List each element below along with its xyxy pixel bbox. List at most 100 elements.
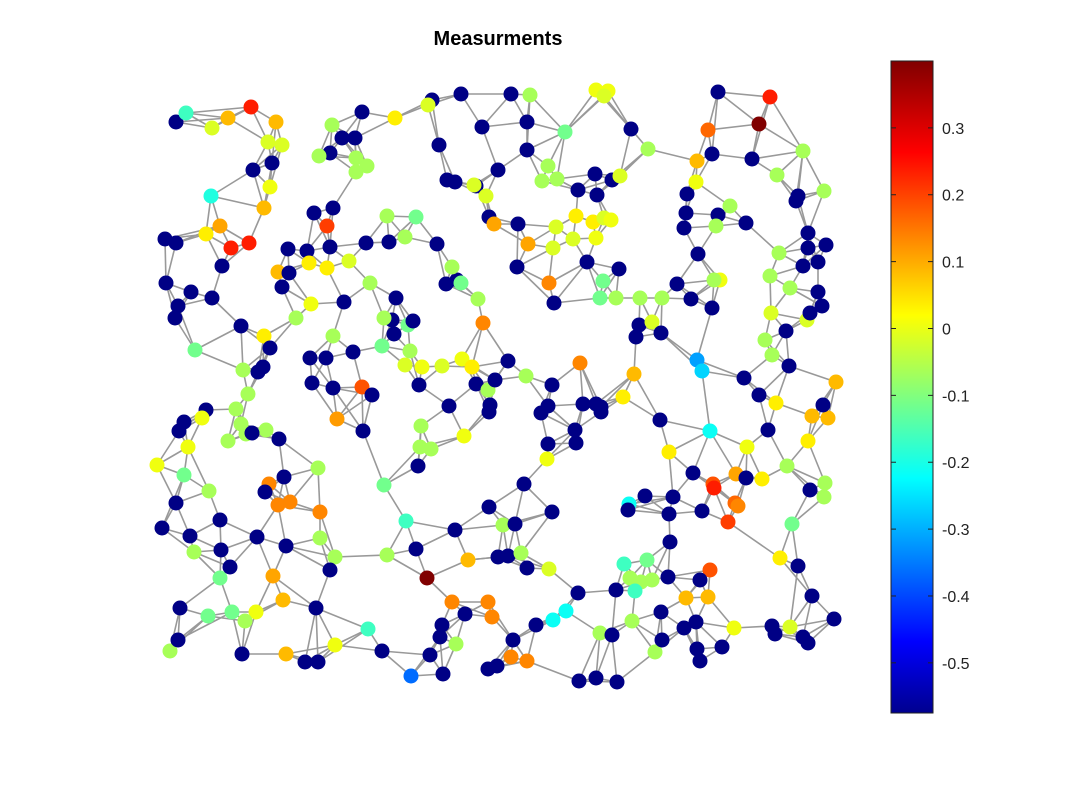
graph-node bbox=[627, 583, 643, 599]
graph-edge bbox=[482, 322, 509, 362]
graph-node bbox=[708, 218, 724, 234]
graph-edge bbox=[802, 150, 825, 192]
graph-node bbox=[170, 632, 186, 648]
graph-edge bbox=[520, 511, 553, 554]
graph-node bbox=[348, 150, 364, 166]
graph-node bbox=[544, 504, 560, 520]
graph-node bbox=[804, 588, 820, 604]
graph-node bbox=[767, 626, 783, 642]
graph-node bbox=[644, 572, 660, 588]
graph-node bbox=[702, 562, 718, 578]
graph-node bbox=[388, 290, 404, 306]
graph-node bbox=[478, 188, 494, 204]
graph-edge bbox=[696, 307, 713, 361]
graph-node bbox=[702, 423, 718, 439]
graph-edge bbox=[471, 322, 484, 368]
graph-node bbox=[592, 625, 608, 641]
graph-node bbox=[689, 153, 705, 169]
graph-node bbox=[178, 105, 194, 121]
graph-edge bbox=[210, 169, 254, 197]
graph-node bbox=[422, 647, 438, 663]
graph-node bbox=[751, 116, 767, 132]
chart-title: Measurments bbox=[433, 28, 563, 50]
graph-node bbox=[235, 362, 251, 378]
graph-edge bbox=[386, 554, 428, 579]
graph-node bbox=[414, 359, 430, 375]
graph-node bbox=[413, 418, 429, 434]
graph-node bbox=[310, 460, 326, 476]
graph-node bbox=[481, 404, 497, 420]
graph-node bbox=[548, 219, 564, 235]
graph-node bbox=[549, 171, 565, 187]
colorbar-tick-label: 0.1 bbox=[942, 255, 964, 272]
graph-node bbox=[336, 294, 352, 310]
graph-node bbox=[379, 208, 395, 224]
graph-node bbox=[706, 480, 722, 496]
graph-node bbox=[360, 621, 376, 637]
graph-edge bbox=[769, 96, 804, 152]
graph-node bbox=[186, 544, 202, 560]
graph-edge bbox=[194, 325, 242, 351]
graph-node bbox=[250, 364, 266, 380]
graph-node bbox=[558, 603, 574, 619]
graph-edge bbox=[553, 261, 588, 304]
graph-edge bbox=[564, 89, 597, 133]
graph-edge bbox=[481, 126, 499, 171]
graph-node bbox=[154, 520, 170, 536]
graph-node bbox=[637, 488, 653, 504]
graph-node bbox=[654, 290, 670, 306]
graph-node bbox=[804, 408, 820, 424]
graph-node bbox=[688, 614, 704, 630]
graph-node bbox=[243, 99, 259, 115]
graph-node bbox=[248, 604, 264, 620]
graph-node bbox=[262, 179, 278, 195]
graph-node bbox=[204, 120, 220, 136]
graph-edge bbox=[381, 650, 431, 656]
graph-edge bbox=[717, 91, 771, 98]
graph-node bbox=[631, 317, 647, 333]
graph-node bbox=[176, 414, 192, 430]
graph-node bbox=[386, 326, 402, 342]
graph-node bbox=[692, 572, 708, 588]
graph-node bbox=[503, 649, 519, 665]
graph-node bbox=[434, 358, 450, 374]
graph-node bbox=[324, 117, 340, 133]
graph-node bbox=[257, 484, 273, 500]
graph-node bbox=[268, 114, 284, 130]
graph-node bbox=[690, 246, 706, 262]
graph-node bbox=[500, 548, 516, 564]
graph-node bbox=[816, 489, 832, 505]
graph-node bbox=[495, 517, 511, 533]
graph-node bbox=[258, 422, 274, 438]
graph-edge bbox=[194, 349, 244, 371]
graph-node bbox=[237, 613, 253, 629]
graph-node bbox=[570, 585, 586, 601]
graph-node bbox=[345, 344, 361, 360]
graph-node bbox=[158, 275, 174, 291]
graph-node bbox=[541, 275, 557, 291]
graph-node bbox=[608, 290, 624, 306]
graph-node bbox=[688, 174, 704, 190]
graph-node bbox=[481, 499, 497, 515]
graph-edge bbox=[529, 94, 566, 133]
graph-node bbox=[608, 582, 624, 598]
graph-node bbox=[167, 310, 183, 326]
graph-node bbox=[223, 240, 239, 256]
graph-edge bbox=[611, 634, 618, 683]
graph-node bbox=[240, 386, 256, 402]
graph-node bbox=[275, 592, 291, 608]
graph-node bbox=[678, 590, 694, 606]
graph-node bbox=[738, 470, 754, 486]
graph-node bbox=[403, 668, 419, 684]
graph-node bbox=[757, 332, 773, 348]
graph-node bbox=[241, 235, 257, 251]
graph-node bbox=[661, 506, 677, 522]
graph-edge bbox=[701, 370, 711, 432]
graph-node bbox=[431, 137, 447, 153]
graph-node bbox=[817, 475, 833, 491]
graph-node bbox=[319, 218, 335, 234]
graph-node bbox=[816, 183, 832, 199]
graph-node bbox=[784, 516, 800, 532]
graph-node bbox=[308, 600, 324, 616]
